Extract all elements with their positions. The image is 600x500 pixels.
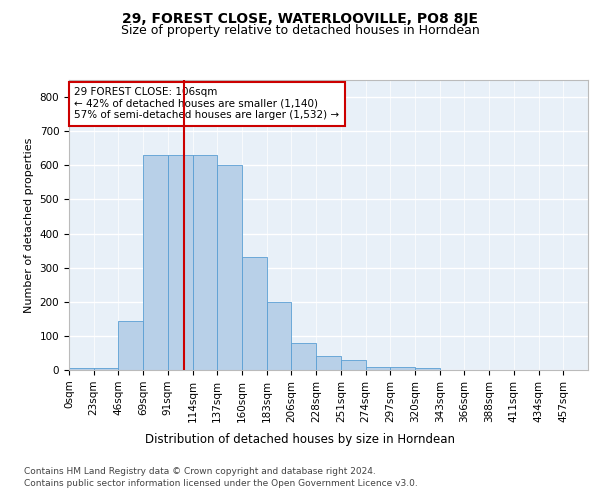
Bar [415, 368, 440, 370]
Bar [390, 366, 415, 370]
Bar [143, 155, 168, 370]
Bar [292, 342, 316, 370]
Text: Contains HM Land Registry data © Crown copyright and database right 2024.: Contains HM Land Registry data © Crown c… [24, 468, 376, 476]
Bar [341, 360, 365, 370]
Bar [69, 368, 94, 370]
Bar [94, 368, 118, 370]
Bar [118, 320, 143, 370]
Bar [217, 166, 242, 370]
Bar [267, 302, 292, 370]
Bar [316, 356, 341, 370]
Text: Contains public sector information licensed under the Open Government Licence v3: Contains public sector information licen… [24, 479, 418, 488]
Bar [193, 155, 217, 370]
Text: 29, FOREST CLOSE, WATERLOOVILLE, PO8 8JE: 29, FOREST CLOSE, WATERLOOVILLE, PO8 8JE [122, 12, 478, 26]
Bar [168, 155, 193, 370]
Y-axis label: Number of detached properties: Number of detached properties [24, 138, 34, 312]
Text: 29 FOREST CLOSE: 106sqm
← 42% of detached houses are smaller (1,140)
57% of semi: 29 FOREST CLOSE: 106sqm ← 42% of detache… [74, 87, 340, 120]
Text: Distribution of detached houses by size in Horndean: Distribution of detached houses by size … [145, 432, 455, 446]
Bar [242, 258, 267, 370]
Text: Size of property relative to detached houses in Horndean: Size of property relative to detached ho… [121, 24, 479, 37]
Bar [365, 366, 390, 370]
